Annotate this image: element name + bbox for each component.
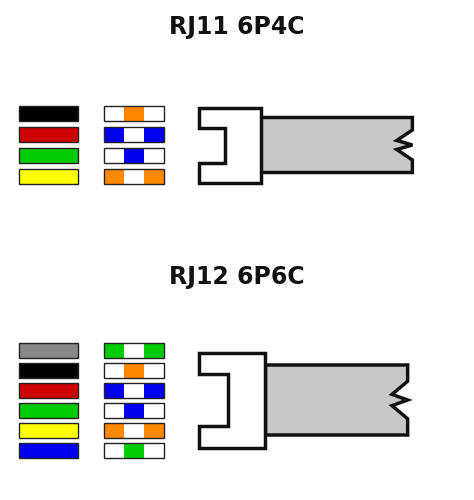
Bar	[124, 442, 144, 458]
Bar	[124, 170, 144, 184]
Bar	[124, 106, 144, 120]
Bar	[19, 342, 78, 357]
Bar	[124, 402, 144, 417]
Bar	[144, 382, 164, 398]
Bar	[144, 442, 164, 458]
Bar	[19, 402, 78, 417]
Bar	[124, 127, 144, 142]
Bar	[104, 362, 124, 378]
Bar	[19, 422, 78, 438]
Bar	[104, 382, 124, 398]
Bar	[19, 148, 78, 163]
Bar	[104, 106, 164, 120]
Bar	[144, 342, 164, 357]
Bar	[124, 342, 144, 357]
Bar	[104, 342, 124, 357]
Bar	[19, 442, 78, 458]
Bar	[124, 422, 144, 438]
Bar	[144, 106, 164, 120]
Bar	[104, 106, 124, 120]
Text: RJ11 6P4C: RJ11 6P4C	[169, 15, 305, 39]
Bar	[104, 402, 164, 417]
Bar	[104, 422, 164, 438]
Bar	[104, 148, 164, 163]
Bar	[104, 422, 124, 438]
Bar	[144, 148, 164, 163]
Bar	[19, 106, 78, 120]
Bar	[124, 382, 144, 398]
Bar	[124, 362, 144, 378]
Bar	[144, 127, 164, 142]
Bar	[104, 170, 124, 184]
Bar	[144, 170, 164, 184]
Bar	[19, 362, 78, 378]
Bar	[19, 382, 78, 398]
Bar	[104, 342, 164, 357]
Bar	[104, 402, 124, 417]
Bar	[104, 382, 164, 398]
Polygon shape	[265, 365, 408, 435]
Bar	[104, 170, 164, 184]
Bar	[19, 170, 78, 184]
Bar	[144, 362, 164, 378]
Text: RJ12 6P6C: RJ12 6P6C	[169, 265, 305, 289]
Bar	[144, 422, 164, 438]
Bar	[104, 442, 124, 458]
Bar	[124, 148, 144, 163]
Bar	[104, 362, 164, 378]
Bar	[104, 127, 164, 142]
Bar	[19, 127, 78, 142]
Polygon shape	[199, 108, 261, 182]
Bar	[144, 402, 164, 417]
Bar	[104, 442, 164, 458]
Bar	[104, 127, 124, 142]
Bar	[104, 148, 124, 163]
Polygon shape	[261, 118, 412, 172]
Polygon shape	[199, 352, 265, 448]
